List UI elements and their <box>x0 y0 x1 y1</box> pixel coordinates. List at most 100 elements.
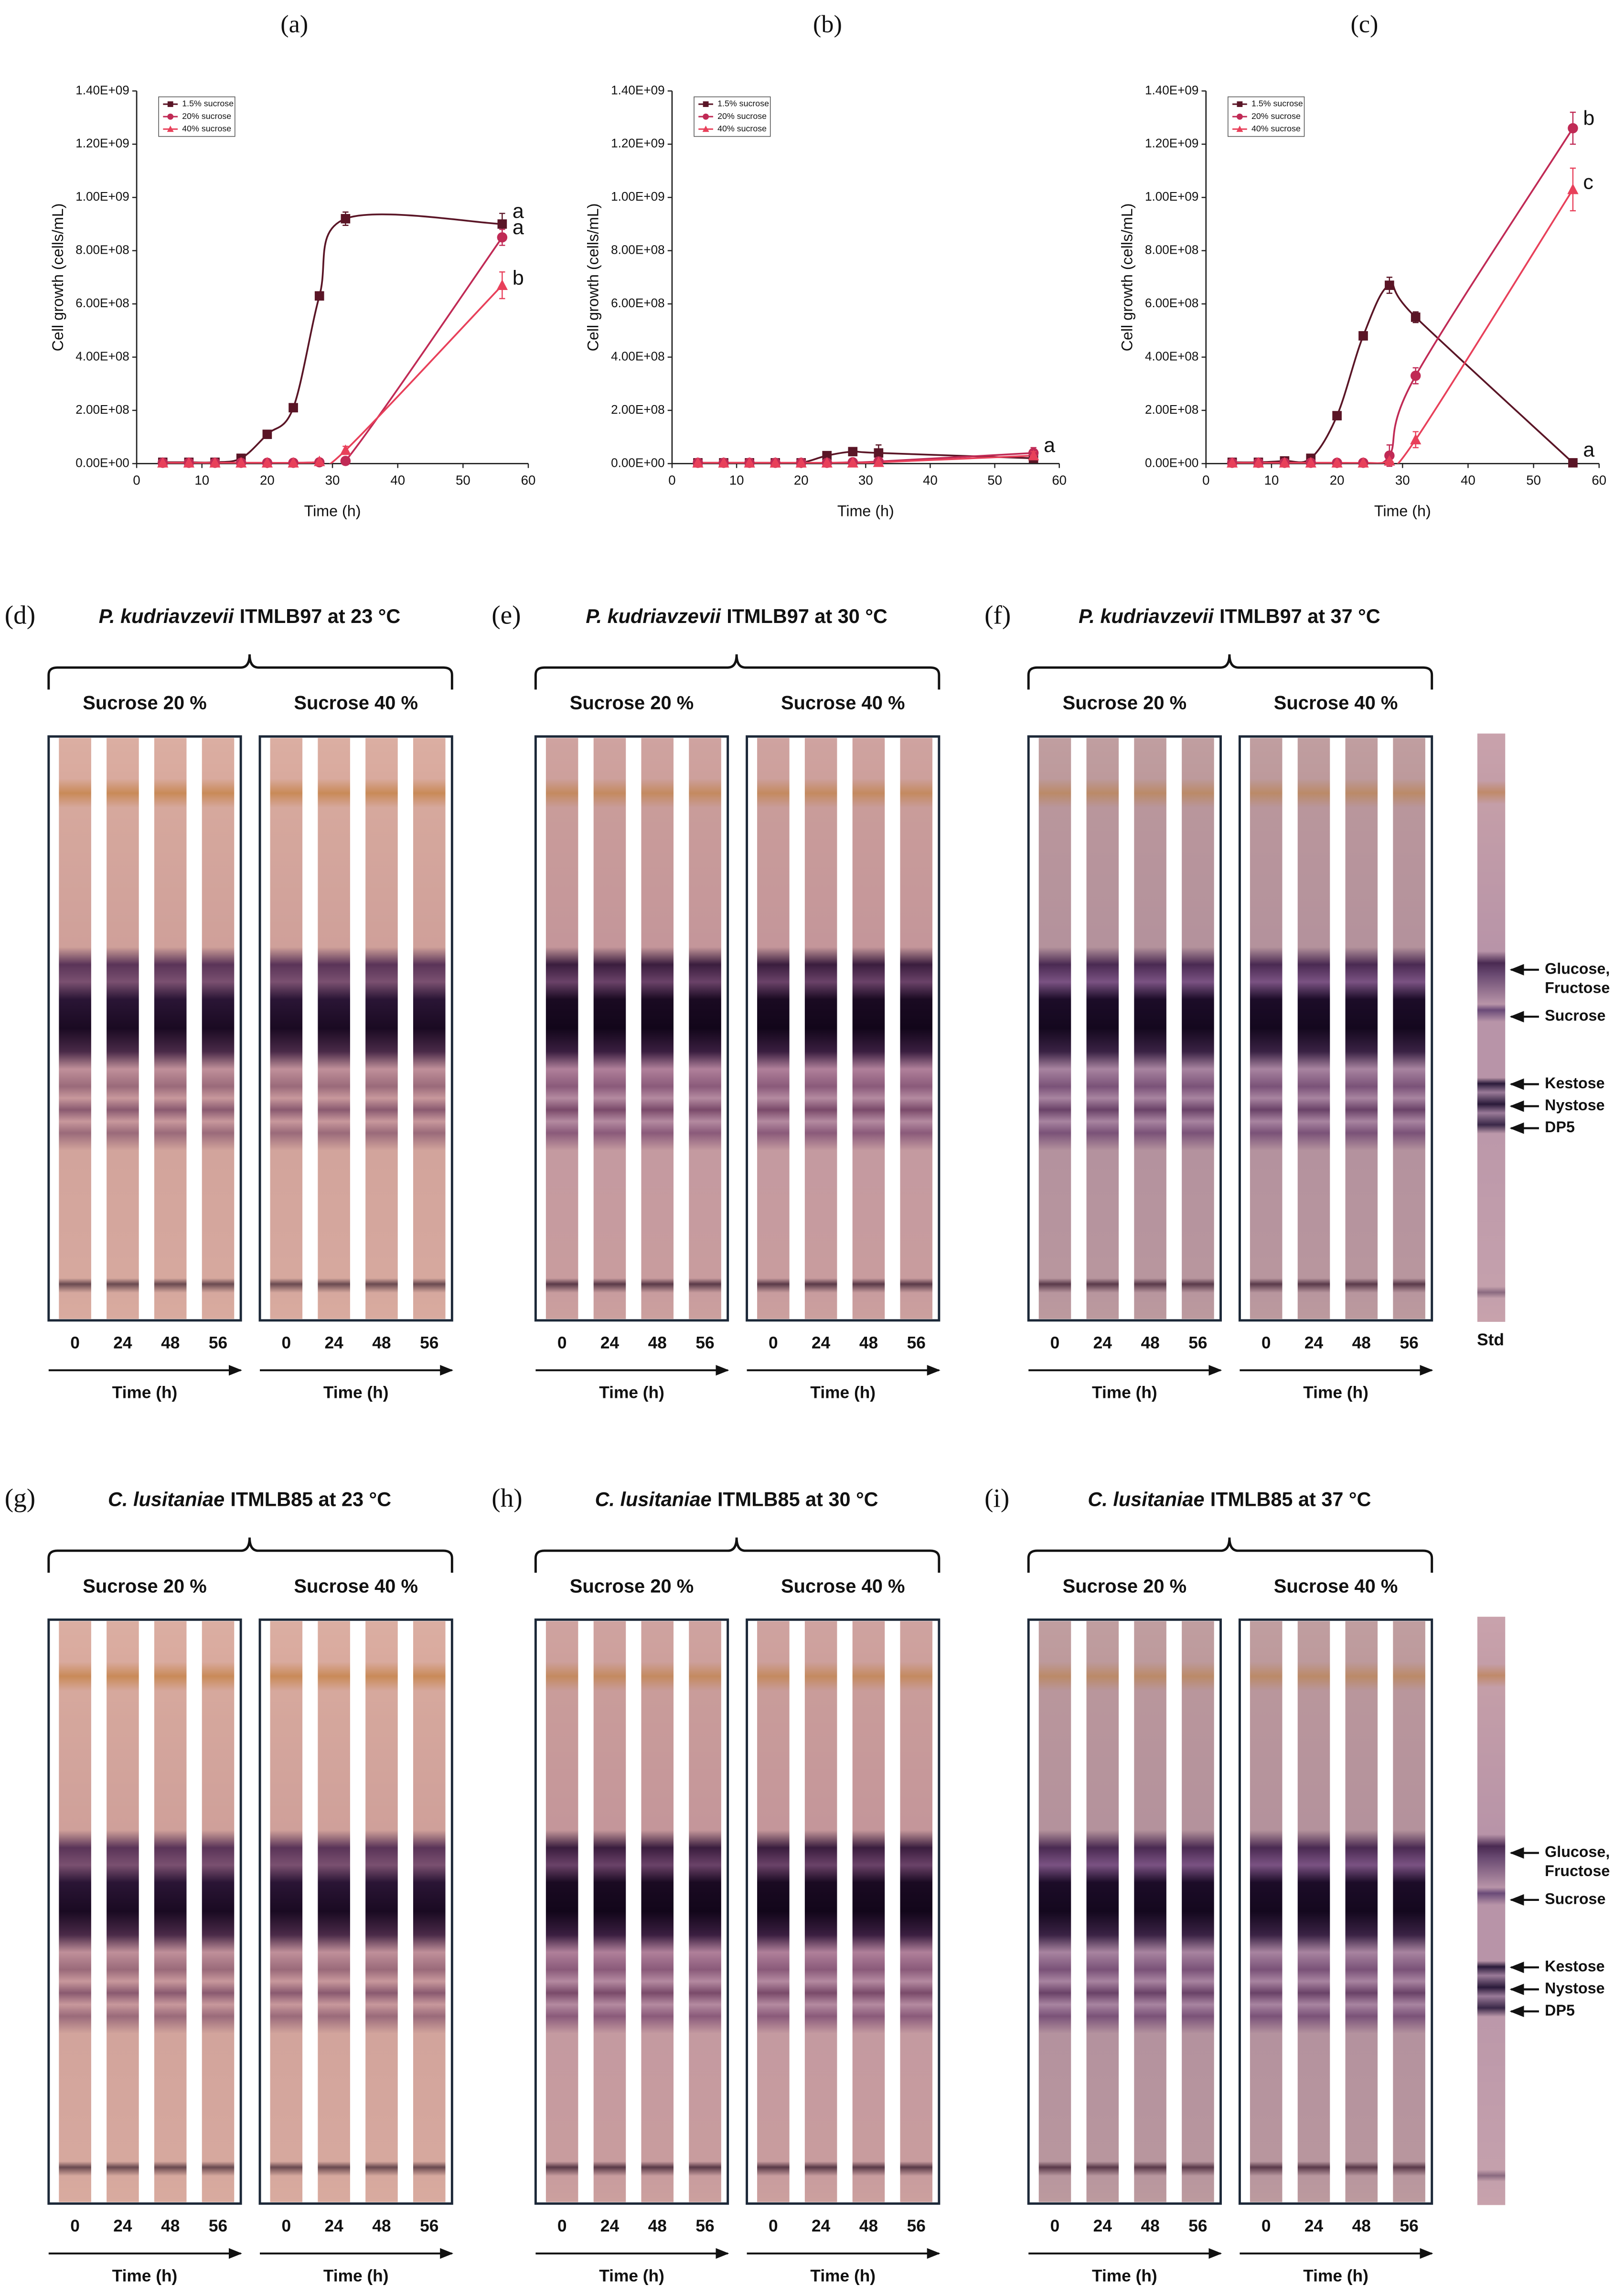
lane <box>413 738 446 1319</box>
marker <box>1358 331 1368 341</box>
band-label: Sucrose <box>1545 1890 1605 1907</box>
panel-label: (d) <box>5 601 35 630</box>
time-label: Time (h) <box>1303 1384 1368 1402</box>
species: C. lusitaniae <box>108 1488 224 1511</box>
lane <box>545 1621 578 2202</box>
x-tick-label: 0 <box>668 473 675 488</box>
strain: ITMLB97 at 30 °C <box>727 605 887 627</box>
y-tick-label: 1.00E+09 <box>1145 189 1198 204</box>
group-label: Sucrose 40 % <box>1274 693 1398 714</box>
lane-label: 48 <box>859 1333 878 1352</box>
legend-label: 40% sucrose <box>182 124 231 133</box>
lane <box>1134 1621 1166 2202</box>
x-tick-label: 60 <box>1052 473 1067 488</box>
x-tick-label: 10 <box>194 473 209 488</box>
x-tick-label: 40 <box>1461 473 1475 488</box>
x-tick-label: 0 <box>1202 473 1209 488</box>
series-line <box>1232 128 1574 464</box>
marker <box>235 457 247 468</box>
lane <box>107 1621 139 2202</box>
lane <box>689 738 721 1319</box>
lane-label: 56 <box>695 1333 714 1352</box>
marker <box>873 456 885 467</box>
lane <box>202 1621 235 2202</box>
y-tick-label: 1.00E+09 <box>75 189 129 204</box>
panel-label: (e) <box>492 601 521 630</box>
group-label: Sucrose 20 % <box>83 693 207 714</box>
lane <box>270 1621 303 2202</box>
y-tick-label: 0.00E+00 <box>75 455 129 470</box>
standard-lane <box>1477 1617 1506 2205</box>
marker <box>795 457 807 468</box>
band-label: DP5 <box>1545 1118 1575 1136</box>
x-tick-label: 10 <box>729 473 744 488</box>
marker <box>821 457 833 468</box>
lane-label: 56 <box>1400 2217 1418 2235</box>
lane-label: 24 <box>600 1333 620 1352</box>
y-tick-label: 8.00E+08 <box>1145 243 1198 257</box>
group-label: Sucrose 40 % <box>294 693 418 714</box>
lane-label: 56 <box>1188 2217 1207 2235</box>
marker <box>744 457 755 468</box>
y-tick-label: 0.00E+00 <box>611 455 664 470</box>
lane-label: 24 <box>812 1333 831 1352</box>
standard-label: Std <box>1477 1330 1504 1349</box>
brace <box>534 654 941 690</box>
lane <box>1345 738 1378 1319</box>
group-label: Sucrose 20 % <box>570 693 694 714</box>
panel-title: C. lusitaniae ITMLB85 at 37 °C <box>1088 1488 1371 1511</box>
marker <box>718 457 729 468</box>
x-tick-label: 30 <box>858 473 873 488</box>
x-tick-label: 40 <box>923 473 938 488</box>
marker <box>702 125 709 132</box>
group-label: Sucrose 40 % <box>781 693 905 714</box>
legend-label: 20% sucrose <box>182 111 231 121</box>
lane <box>1297 738 1330 1319</box>
marker <box>692 457 704 468</box>
y-tick-label: 2.00E+08 <box>611 402 664 417</box>
marker <box>1305 457 1316 468</box>
lane <box>1297 1621 1330 2202</box>
lane-label: 0 <box>282 1333 291 1352</box>
marker <box>262 429 272 439</box>
time-label: Time (h) <box>810 2266 876 2285</box>
group-label: Sucrose 20 % <box>83 1576 207 1597</box>
lane <box>107 738 139 1319</box>
lane-label: 48 <box>161 1333 180 1352</box>
annotation: a <box>513 216 524 239</box>
marker <box>1384 455 1395 466</box>
lane <box>545 738 578 1319</box>
marker <box>340 444 352 455</box>
lane <box>365 1621 398 2202</box>
marker <box>496 279 508 290</box>
brace <box>47 654 453 690</box>
marker <box>183 457 195 468</box>
lane-label: 0 <box>70 1333 80 1352</box>
lane <box>1250 1621 1283 2202</box>
lane-label: 24 <box>600 2217 620 2235</box>
time-label: Time (h) <box>599 2266 664 2285</box>
lane <box>641 738 674 1319</box>
lane-label: 56 <box>907 2217 926 2235</box>
lane-label: 48 <box>372 1333 391 1352</box>
y-tick-label: 2.00E+08 <box>75 402 129 417</box>
marker <box>1357 457 1369 468</box>
marker <box>703 113 709 120</box>
lane <box>154 1621 187 2202</box>
series-line <box>162 236 503 464</box>
marker <box>167 113 174 120</box>
lane <box>1086 1621 1119 2202</box>
x-tick-label: 50 <box>1526 473 1541 488</box>
y-tick-label: 4.00E+08 <box>1145 349 1198 363</box>
panel-title: P. kudriavzevii ITMLB97 at 37 °C <box>1079 605 1380 627</box>
legend-label: 40% sucrose <box>1251 124 1301 133</box>
species: P. kudriavzevii <box>1079 605 1214 627</box>
x-tick-label: 20 <box>794 473 809 488</box>
lane-label: 24 <box>1093 1333 1112 1352</box>
x-tick-label: 50 <box>987 473 1002 488</box>
marker <box>1027 450 1039 461</box>
lane-label: 0 <box>557 1333 567 1352</box>
lane <box>1134 738 1166 1319</box>
marker <box>703 101 709 107</box>
